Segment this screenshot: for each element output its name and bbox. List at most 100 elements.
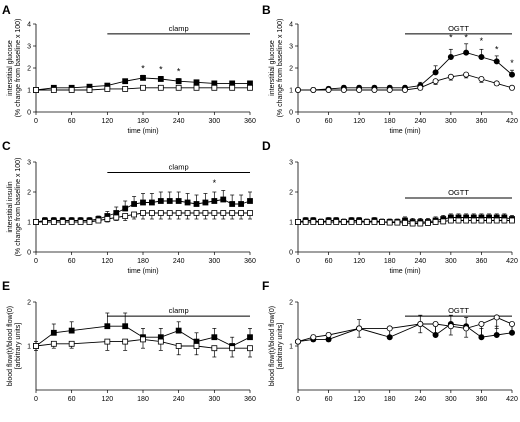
- x-tick-label: 120: [101, 118, 113, 125]
- x-tick-label: 180: [137, 118, 149, 125]
- data-point: [463, 49, 470, 56]
- x-tick-label: 180: [384, 118, 396, 125]
- data-point: [193, 201, 200, 207]
- x-tick-label: 0: [34, 396, 38, 403]
- data-point: [157, 76, 164, 82]
- data-point: [50, 329, 57, 336]
- panel-letter: F: [262, 279, 269, 293]
- y-tick-label: 4: [27, 22, 31, 29]
- x-tick-label: 360: [244, 258, 256, 265]
- data-point: [463, 71, 470, 78]
- data-point: [501, 217, 508, 224]
- data-point: [493, 58, 500, 65]
- y-axis-label: [arbitrary units]: [277, 323, 284, 369]
- y-tick-label: 3: [289, 44, 293, 51]
- y-tick-label: 1: [27, 344, 31, 351]
- data-point: [33, 343, 39, 349]
- y-tick-label: 1: [289, 220, 293, 227]
- data-point: [33, 87, 39, 93]
- data-point: [68, 327, 75, 334]
- data-point: [508, 71, 515, 78]
- condition-label: OGTT: [448, 188, 469, 197]
- data-point: [175, 198, 182, 204]
- data-point: [42, 219, 48, 225]
- y-tick-label: 3: [289, 160, 293, 167]
- y-tick-label: 1: [289, 88, 293, 95]
- data-point: [340, 87, 347, 94]
- series-open: [33, 336, 253, 358]
- data-point: [409, 220, 416, 227]
- data-point: [447, 323, 454, 330]
- y-axis-label: [arbitrary units]: [15, 323, 22, 369]
- y-tick-label: 2: [27, 300, 31, 307]
- data-point: [294, 87, 301, 94]
- data-point: [166, 198, 173, 204]
- data-point: [68, 87, 75, 93]
- data-point: [157, 338, 164, 345]
- data-point: [356, 325, 363, 332]
- data-point: [175, 343, 182, 349]
- data-point: [95, 217, 102, 224]
- y-tick-label: 1: [289, 344, 293, 351]
- y-tick-label: 4: [289, 22, 293, 29]
- data-point: [157, 198, 164, 204]
- panel-c: C 0 60 120 180 240 300 360 0 1 2 3 time (min) interst…: [2, 139, 256, 275]
- data-point: [202, 210, 209, 216]
- data-point: [325, 219, 332, 225]
- data-point: [493, 217, 500, 224]
- data-point: [184, 210, 191, 216]
- data-point: [193, 79, 200, 86]
- y-tick-label: 2: [27, 190, 31, 197]
- data-point: [175, 78, 182, 85]
- y-tick-label: 2: [27, 66, 31, 73]
- data-point: [440, 218, 447, 225]
- series-open: [294, 314, 515, 345]
- data-point: [447, 217, 454, 224]
- x-axis-label: time (min): [127, 128, 158, 135]
- panel-e: E 0 60 120 180 240 300 360 1 2 blood flow(t)/blood…: [2, 279, 256, 403]
- data-point: [386, 219, 393, 226]
- data-point: [157, 210, 164, 216]
- x-tick-label: 300: [445, 396, 457, 403]
- data-point: [295, 219, 301, 225]
- data-point: [386, 325, 393, 332]
- x-tick-label: 300: [445, 118, 457, 125]
- data-point: [379, 219, 385, 225]
- data-point: [463, 217, 470, 224]
- x-tick-label: 300: [208, 258, 220, 265]
- data-point: [493, 314, 500, 321]
- x-tick-label: 0: [296, 396, 300, 403]
- data-point: [140, 75, 146, 81]
- data-point: [175, 327, 182, 334]
- data-point: [425, 219, 431, 226]
- data-point: [508, 84, 515, 91]
- data-point: [455, 217, 462, 224]
- x-tick-label: 60: [325, 118, 333, 125]
- data-point: [104, 216, 111, 222]
- y-axis-label: interstitial insulin: [7, 181, 14, 232]
- data-point: [122, 86, 129, 92]
- data-point: [86, 219, 93, 225]
- x-tick-label: 240: [173, 118, 185, 125]
- data-point: [247, 210, 253, 216]
- significance-star: *: [480, 36, 484, 46]
- series-open: [33, 210, 253, 225]
- y-tick-label: 2: [289, 300, 293, 307]
- data-point: [68, 340, 75, 347]
- x-tick-label: 300: [208, 396, 220, 403]
- x-tick-label: 0: [34, 258, 38, 265]
- x-tick-label: 60: [325, 258, 333, 265]
- data-point: [402, 219, 408, 226]
- series-filled: [33, 190, 253, 225]
- data-point: [122, 213, 129, 219]
- series-open: [33, 84, 253, 93]
- condition-label: OGTT: [448, 306, 469, 315]
- data-point: [149, 210, 155, 216]
- data-point: [77, 219, 84, 225]
- condition-label: clamp: [169, 24, 189, 33]
- data-point: [50, 219, 57, 225]
- x-tick-label: 120: [101, 396, 113, 403]
- data-point: [122, 323, 129, 330]
- y-axis-label: interstitial glucose: [7, 40, 14, 96]
- panel-letter: B: [262, 3, 271, 17]
